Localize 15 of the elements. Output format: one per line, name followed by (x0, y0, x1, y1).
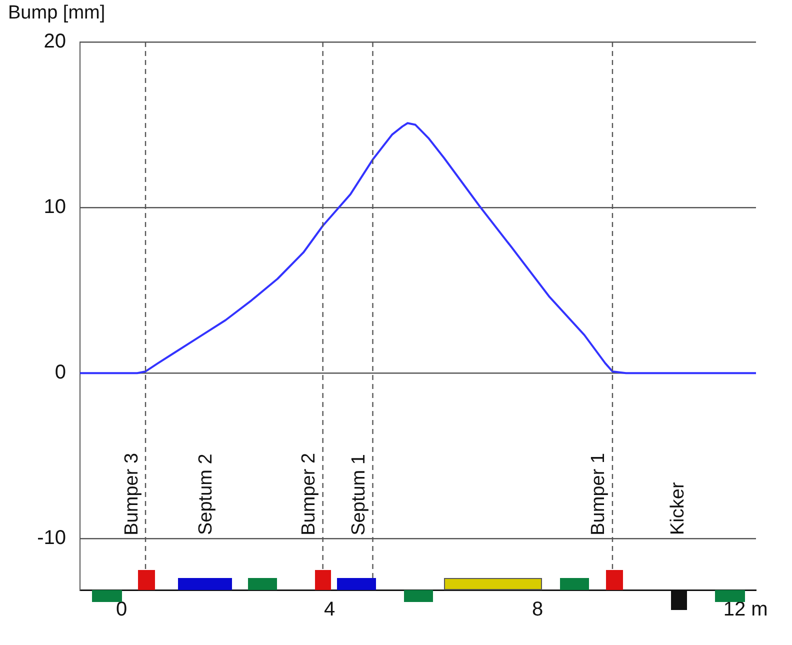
ref-line-label: Bumper 1 (588, 452, 610, 536)
ref-line-label: Septum 1 (348, 454, 370, 536)
annotation: Septum 2 (196, 454, 217, 535)
y-tick-label: 20 (44, 30, 66, 53)
ref-line-label: Bumper 2 (298, 452, 320, 536)
x-tick-label: 12 m (723, 598, 768, 621)
annotation: Kicker (668, 482, 689, 535)
x-tick-label: 0 (116, 598, 128, 621)
x-tick-label: 8 (532, 598, 544, 621)
y-axis-title: Bump [mm] (8, 2, 106, 24)
ref-line-label: Bumper 3 (121, 452, 142, 536)
x-tick-label: 4 (324, 598, 336, 621)
y-tick-label: -10 (37, 527, 66, 550)
y-tick-label: 0 (54, 362, 66, 384)
y-tick-label: 10 (44, 196, 66, 218)
